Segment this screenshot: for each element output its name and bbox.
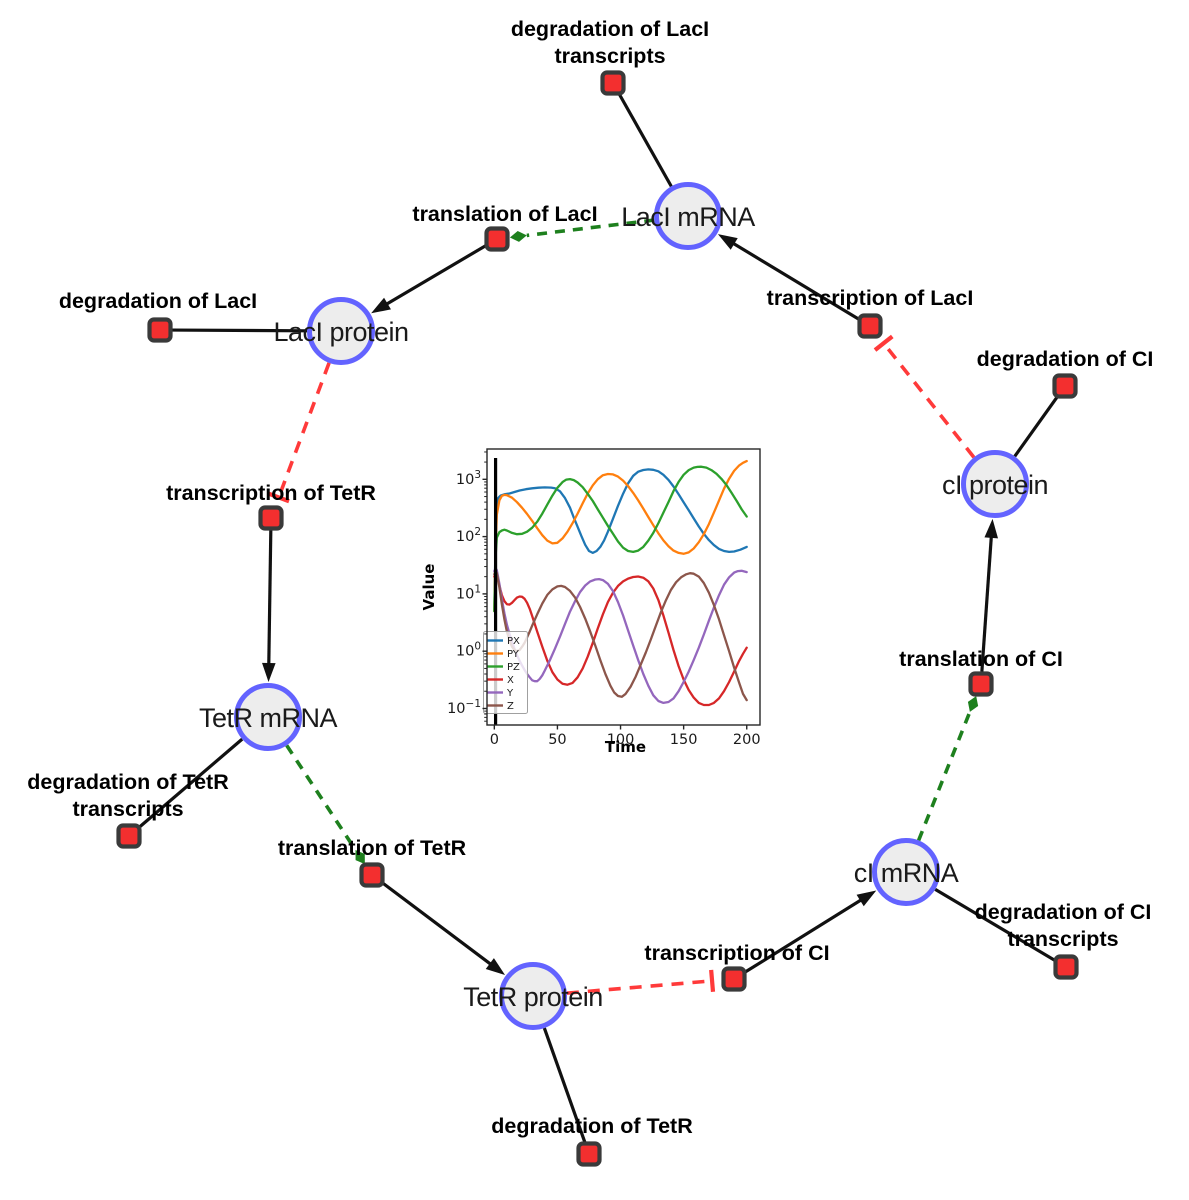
simulation-inset-chart: PX PY PZ X Y Z 0 50 100 150 200 103 102 101 100 10−1 Tim… — [420, 437, 770, 767]
edge-ci_protein-txn_laci — [882, 342, 976, 459]
species-node-laci_protein[interactable] — [307, 297, 375, 365]
reaction-label-transl_ci: translation of CI — [899, 647, 1063, 671]
edge-tetr_mrna-deg_tetr_tx — [137, 737, 244, 830]
reaction-label-transl_tetr: translation of TetR — [278, 836, 467, 860]
reaction-label-deg_laci_tx: degradation of LacI transcripts — [511, 17, 709, 68]
edge-ci_mrna-transl_ci — [916, 711, 972, 842]
series-line-PY — [493, 459, 748, 613]
x-tick-label: 200 — [733, 732, 761, 748]
legend-label-Z: Z — [507, 701, 514, 712]
y-tick-label: 102 — [456, 526, 481, 545]
species-label-ci_protein: cI protein — [942, 470, 1048, 500]
edge-txn_laci-laci_mrna — [729, 239, 861, 321]
series-line-PX — [493, 468, 748, 613]
reaction-node-deg_tetr_tx[interactable] — [116, 823, 142, 849]
arrowhead — [262, 662, 276, 683]
reaction-node-txn_ci[interactable] — [721, 966, 747, 992]
edges-layer — [137, 93, 1060, 1143]
edge-tetr_protein-txn_ci — [566, 979, 713, 995]
edge-txn_ci-ci_mrna — [743, 896, 866, 974]
nodes-layer — [116, 70, 1079, 1167]
arrowhead — [984, 518, 999, 539]
legend-box — [483, 631, 528, 714]
reaction-label-transl_laci: translation of LacI — [412, 202, 597, 226]
arrowhead — [485, 958, 506, 975]
species-node-tetr_mrna[interactable] — [234, 683, 302, 751]
reaction-node-deg_laci[interactable] — [147, 317, 173, 343]
legend-label-PZ: PZ — [507, 662, 520, 673]
edge-txn_tetr-tetr_mrna — [267, 530, 273, 669]
edge-laci_mrna-transl_laci — [526, 218, 655, 238]
modifier-diamond-head — [509, 230, 527, 242]
reaction-node-transl_ci[interactable] — [968, 671, 994, 697]
x-tick-label: 150 — [670, 732, 698, 748]
reaction-label-deg_ci_tx: degradation of CI transcripts — [975, 900, 1152, 951]
edge-transl_ci-ci_protein — [980, 532, 994, 672]
inhibition-tbar-head — [267, 491, 290, 504]
reaction-node-transl_tetr[interactable] — [359, 862, 385, 888]
edge-tetr_protein-deg_tetr — [542, 1027, 587, 1143]
legend-label-PY: PY — [507, 649, 520, 660]
x-tick-label: 50 — [548, 732, 566, 748]
species-node-ci_mrna[interactable] — [872, 838, 940, 906]
labels-layer: degradation of LacI transcripts translatio… — [27, 17, 1153, 1138]
species-node-ci_protein[interactable] — [961, 450, 1029, 518]
edge-ci_protein-deg_ci — [1013, 395, 1060, 458]
series-line-PZ — [493, 465, 748, 613]
y-axis-label: Value — [420, 564, 438, 611]
reaction-node-deg_laci_tx[interactable] — [600, 70, 626, 96]
reaction-label-txn_laci: transcription of LacI — [767, 286, 974, 310]
edge-transl_laci-laci_protein — [382, 243, 488, 308]
legend-label-PX: PX — [507, 636, 520, 647]
species-node-tetr_protein[interactable] — [499, 962, 567, 1030]
reaction-label-deg_ci: degradation of CI — [977, 347, 1154, 371]
species-label-tetr_mrna: TetR mRNA — [199, 703, 338, 733]
y-tick-label: 103 — [456, 469, 481, 488]
inhibition-tbar-head — [873, 334, 894, 352]
reaction-label-txn_ci: transcription of CI — [644, 941, 829, 965]
reaction-label-deg_tetr_tx: degradation of TetR transcripts — [27, 770, 229, 821]
arrowhead — [856, 890, 877, 907]
reaction-label-txn_tetr: transcription of TetR — [166, 481, 376, 505]
edge-tetr_mrna-transl_tetr — [285, 744, 358, 851]
x-axis-label: Time — [605, 738, 646, 756]
series-line-X — [493, 573, 748, 707]
arrowhead — [371, 297, 391, 314]
y-tick-label: 10−1 — [447, 698, 481, 717]
legend: PX PY PZ XYZ — [483, 631, 528, 714]
species-label-laci_protein: LacI protein — [273, 317, 408, 347]
edge-transl_tetr-tetr_protein — [381, 881, 495, 968]
reaction-node-deg_tetr[interactable] — [576, 1141, 602, 1167]
y-tick-label: 100 — [456, 641, 481, 660]
edge-laci_mrna-deg_laci_tx — [617, 93, 673, 188]
species-label-ci_mrna: cI mRNA — [854, 858, 959, 888]
x-tick-label: 0 — [490, 732, 499, 748]
reaction-label-deg_laci: degradation of LacI — [59, 289, 257, 313]
edge-ci_mrna-deg_ci_tx — [934, 887, 1057, 962]
edge-laci_protein-deg_laci — [172, 328, 308, 333]
inhibition-tbar-head — [709, 969, 716, 992]
arrowhead — [717, 234, 738, 250]
edge-laci_protein-txn_tetr — [277, 362, 331, 499]
simulation-chart-canvas: PX PY PZ XYZ 0 50 100 150 200 103 102 101 100 10−1 Tim… — [420, 448, 761, 756]
species-node-laci_mrna[interactable] — [654, 182, 722, 250]
reaction-node-txn_tetr[interactable] — [258, 505, 284, 531]
species-label-tetr_protein: TetR protein — [463, 982, 603, 1012]
reaction-node-deg_ci[interactable] — [1052, 373, 1078, 399]
reaction-label-deg_tetr: degradation of TetR — [491, 1114, 693, 1138]
legend-label-Y: Y — [506, 688, 514, 699]
modifier-diamond-head — [967, 696, 979, 712]
y-tick-label: 101 — [456, 583, 481, 602]
species-label-laci_mrna: LacI mRNA — [621, 202, 755, 232]
reaction-node-transl_laci[interactable] — [484, 226, 510, 252]
reaction-node-txn_laci[interactable] — [857, 313, 883, 339]
legend-label-X: X — [507, 675, 514, 686]
reaction-node-deg_ci_tx[interactable] — [1053, 954, 1079, 980]
x-tick-label: 100 — [607, 732, 635, 748]
plot-frame — [486, 448, 761, 726]
modifier-diamond-head — [355, 849, 365, 865]
